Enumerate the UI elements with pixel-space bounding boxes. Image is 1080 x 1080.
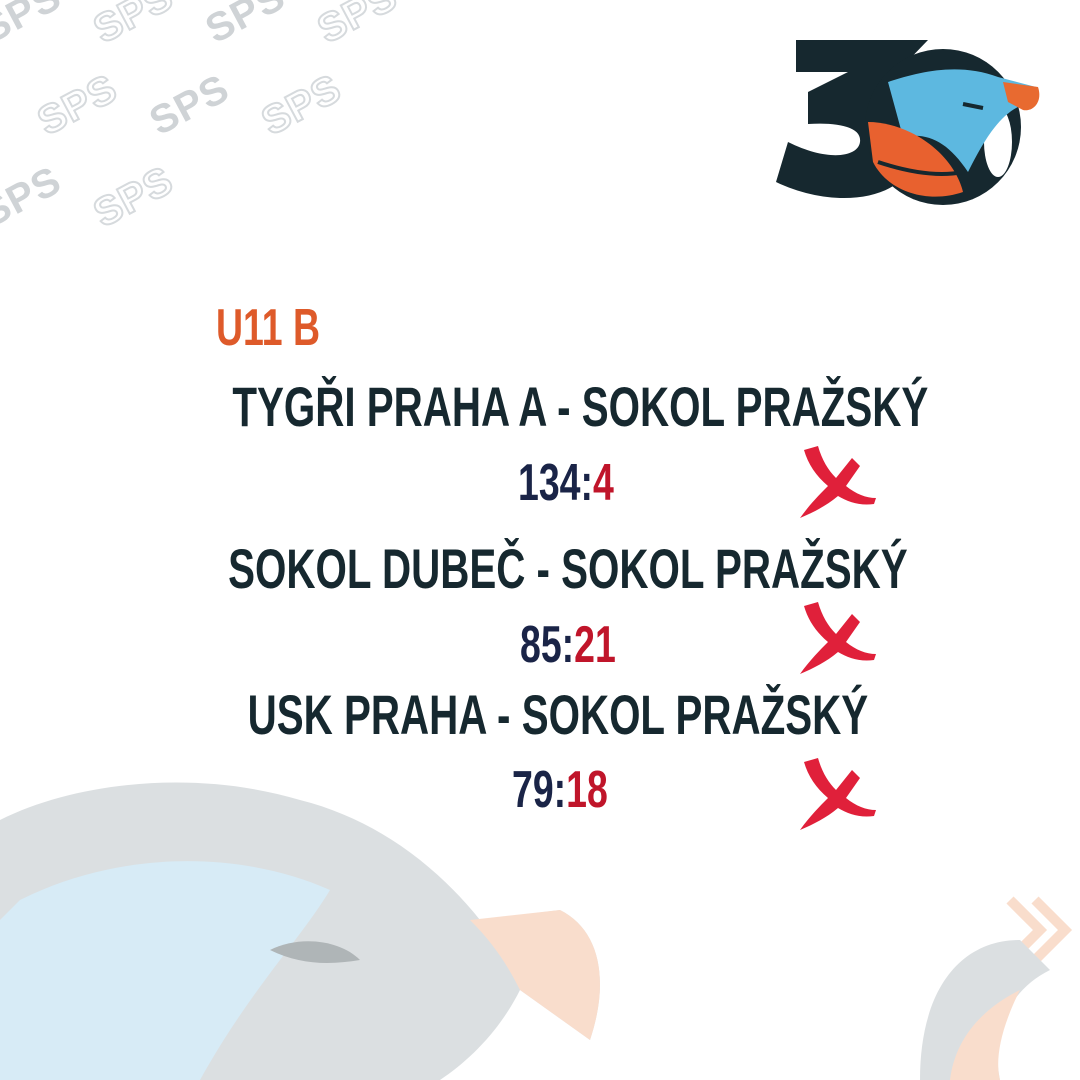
watermark-text: SPS bbox=[142, 66, 237, 144]
match-score: 134:4 bbox=[518, 454, 651, 512]
background-arrow-graphic bbox=[920, 896, 1073, 1080]
age-category-title: U11 B bbox=[216, 299, 321, 357]
match-teams: SOKOL DUBEČ - SOKOL PRAŽSKÝ bbox=[228, 537, 908, 600]
home-score: 79 bbox=[512, 761, 554, 819]
watermark-text: SPS bbox=[86, 157, 182, 237]
match-teams: USK PRAHA - SOKOL PRAŽSKÝ bbox=[247, 683, 869, 746]
watermark-text: SPS bbox=[0, 158, 69, 236]
watermark-text: SPS bbox=[86, 0, 182, 53]
x-mark-icon bbox=[800, 602, 876, 674]
score-separator: : bbox=[580, 454, 593, 512]
away-score: 21 bbox=[574, 616, 616, 674]
x-mark-icon bbox=[800, 446, 876, 518]
score-separator: : bbox=[553, 761, 567, 819]
away-score: 4 bbox=[592, 454, 614, 512]
match-teams: TYGŘI PRAHA A - SOKOL PRAŽSKÝ bbox=[232, 375, 928, 438]
watermark-text: SPS bbox=[0, 0, 69, 52]
home-score: 134 bbox=[518, 454, 581, 512]
home-score: 85 bbox=[520, 616, 562, 674]
watermark-text: SPS bbox=[198, 0, 293, 52]
club-30-anniversary-logo bbox=[776, 40, 1040, 205]
watermark-text: SPS bbox=[310, 0, 406, 53]
watermark-text: SPS bbox=[30, 65, 126, 145]
score-separator: : bbox=[561, 616, 575, 674]
background-eagle-graphic bbox=[0, 782, 600, 1080]
away-score: 18 bbox=[566, 761, 608, 819]
match-score: 85:21 bbox=[520, 616, 653, 674]
x-mark-icon bbox=[800, 758, 876, 830]
match-score: 79:18 bbox=[512, 761, 645, 819]
watermark-text: SPS bbox=[254, 65, 350, 145]
